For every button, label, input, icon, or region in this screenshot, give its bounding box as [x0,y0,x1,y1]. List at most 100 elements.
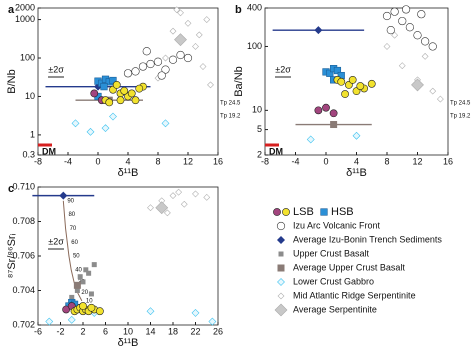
y-tick-label: 1 [30,129,35,139]
mixing-label: 10 [86,298,93,304]
sigma-label: ±2σ [275,64,291,74]
plot-frame [37,7,219,156]
point [174,33,187,47]
point [131,67,140,76]
point [67,315,76,324]
y-tick-label: 100 [247,41,262,51]
panel-label: b [235,4,242,16]
point [176,50,185,60]
x-tick-label: 16 [213,156,223,166]
point [116,96,125,105]
legend-label: Upper Crust Basalt [293,248,370,258]
legend-swatch [282,208,290,216]
point [162,54,169,62]
x-tick-label: 4 [125,156,130,166]
x-tick-label: 26 [213,326,223,336]
point [436,95,444,103]
x-tick-label: -8 [261,156,269,166]
point [411,78,424,92]
mixing-label: 40 [75,267,82,273]
tp-label: Tp 19.2 [220,114,241,120]
y-tick-label: 0.706 [12,250,35,260]
point [333,66,342,75]
legend-swatch [273,208,281,216]
point [87,303,96,312]
point [112,80,121,89]
point [306,135,315,144]
point [401,5,411,14]
tp-label: Tp 19.2 [450,114,471,120]
point [74,288,80,293]
point [142,47,151,56]
point [208,317,217,326]
point [356,82,365,90]
y-tick-label: 2000 [15,2,35,12]
point [348,75,357,84]
y-tick-label: 10 [252,105,262,115]
point [398,16,407,26]
point [391,31,399,39]
point [326,69,334,77]
y-tick-label: 0.708 [12,216,35,226]
point [86,270,92,276]
point [203,193,211,201]
point [153,57,163,66]
point [135,84,144,93]
point [109,76,117,85]
legend-label: Lower Crust Gabbro [293,276,374,286]
x-tick-label: 8 [155,156,160,166]
y-tick-label: 100 [20,52,35,62]
y-tick-label: 10 [25,91,35,101]
point [77,274,83,280]
point [45,317,54,326]
legend-swatch [276,221,286,231]
point [83,267,89,273]
y-axis-label: Ba/Nb [233,66,245,97]
point [314,106,323,115]
point [101,124,110,133]
point [169,27,177,35]
point [90,89,99,98]
legend-swatch [274,303,288,317]
point [173,6,181,14]
y-tick-label: 5 [257,124,262,134]
point [88,291,94,297]
point [192,43,199,50]
point [105,98,114,107]
x-tick-label: 6 [103,326,108,336]
point [421,37,430,46]
point [79,302,87,310]
y-tick-label: 2 [257,149,262,159]
point [59,191,68,200]
point [191,309,200,317]
point [71,119,80,128]
point [207,81,214,89]
point [95,307,104,316]
y-tick-label: 1000 [15,14,35,24]
mixing-label: 70 [70,226,77,232]
point [91,262,97,268]
x-tick-label: 12 [412,156,422,166]
point [183,53,193,63]
x-tick-label: -6 [34,326,42,336]
point [163,209,171,217]
legend-swatch [277,278,285,286]
point [69,294,75,300]
point [100,83,108,91]
x-tick-label: 16 [443,156,453,166]
point [184,19,192,27]
point [199,63,207,70]
legend-swatch [277,292,285,300]
panel-label: a [8,4,15,16]
legend-swatch [320,208,328,216]
legend-label: Average Izu-Bonin Trench Sediments [293,234,442,244]
point [195,31,203,39]
point [417,10,426,19]
x-tick-label: 2 [80,326,85,336]
point [86,127,95,136]
x-axis-label: δ¹¹B [118,167,139,179]
point [330,121,338,129]
y-tick-label: 0.702 [12,319,35,329]
point [168,55,178,64]
point [398,62,406,70]
